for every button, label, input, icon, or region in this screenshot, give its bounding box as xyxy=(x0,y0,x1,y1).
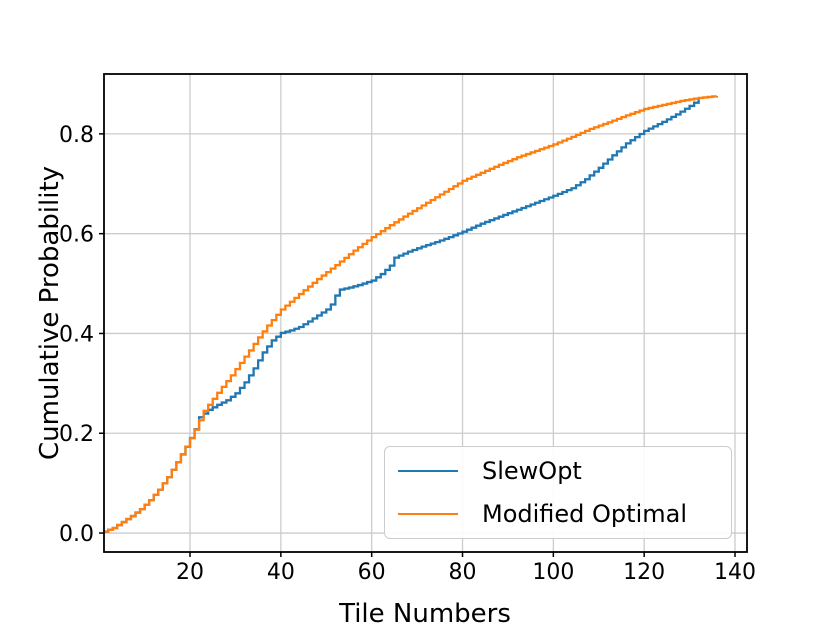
x-tick-label: 20 xyxy=(176,560,204,585)
y-axis-label: Cumulative Probability xyxy=(35,165,65,461)
legend-label-modified-optimal: Modified Optimal xyxy=(482,500,687,528)
x-tick-label: 140 xyxy=(714,560,756,585)
x-tick-label: 120 xyxy=(623,560,665,585)
x-tick-label: 100 xyxy=(532,560,574,585)
x-axis-label: Tile Numbers xyxy=(339,599,511,623)
legend: SlewOpt Modified Optimal xyxy=(384,446,732,539)
legend-label-slewopt: SlewOpt xyxy=(482,457,582,485)
x-tick-label: 80 xyxy=(449,560,477,585)
x-tick-label: 40 xyxy=(267,560,295,585)
legend-line-sample-orange xyxy=(398,513,458,515)
legend-line-sample-blue xyxy=(398,470,458,472)
series-line-modified-optimal xyxy=(103,95,718,533)
x-tick-label: 60 xyxy=(358,560,386,585)
y-tick-label: 0.6 xyxy=(59,223,94,248)
y-tick-label: 0.0 xyxy=(59,522,94,547)
y-tick-label: 0.4 xyxy=(59,322,94,347)
legend-entry-slewopt: SlewOpt xyxy=(398,456,721,486)
y-tick-label: 0.2 xyxy=(59,422,94,447)
y-tick-label: 0.8 xyxy=(59,123,94,148)
legend-entry-modified-optimal: Modified Optimal xyxy=(398,499,721,529)
plot-border-spines xyxy=(103,73,748,553)
